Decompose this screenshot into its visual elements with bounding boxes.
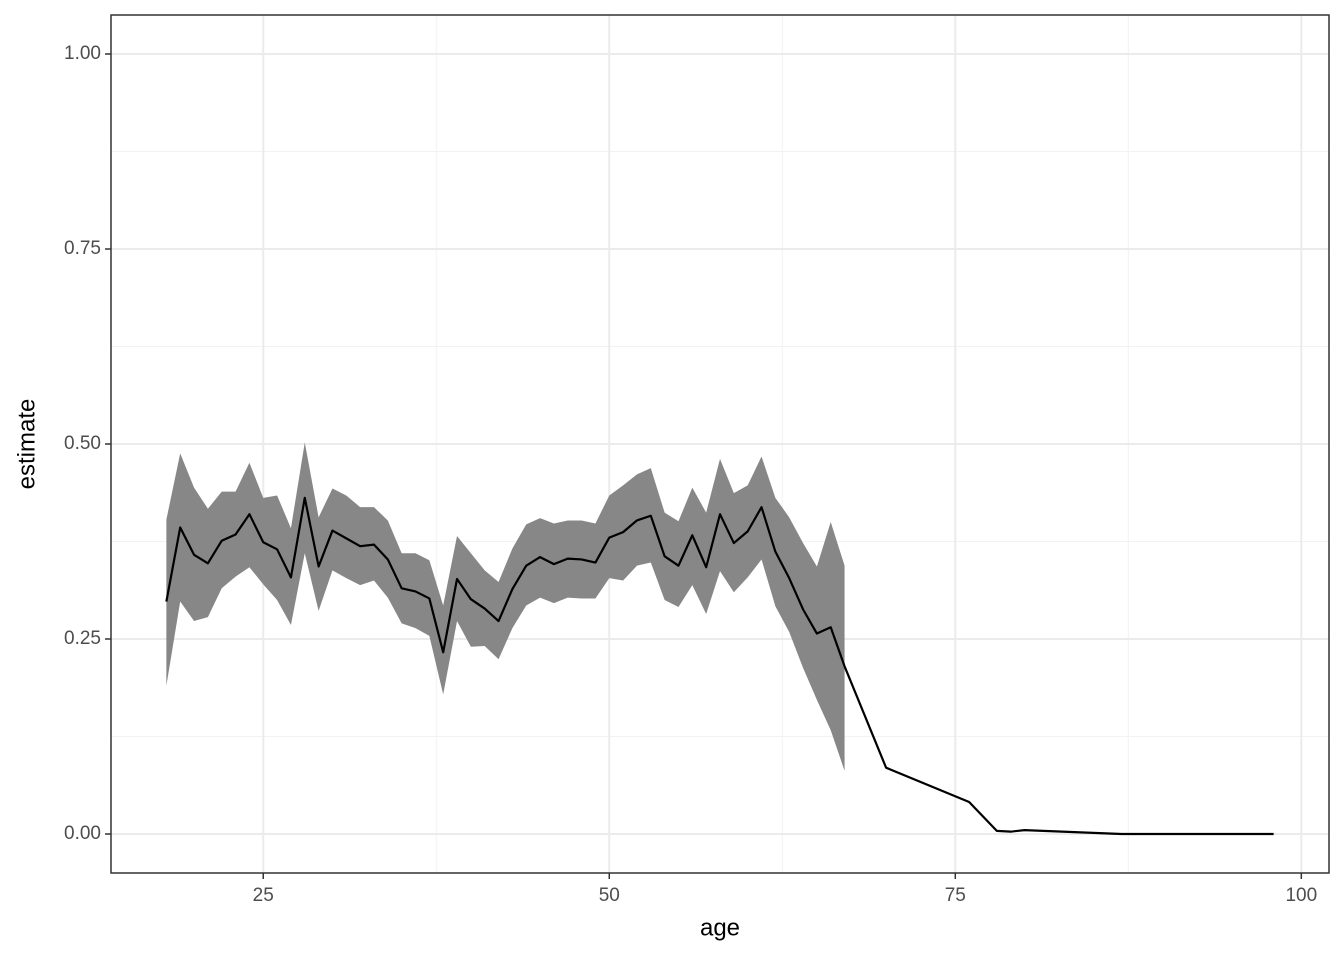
y-axis-title: estimate: [13, 399, 40, 490]
x-tick-label: 100: [1285, 885, 1317, 906]
y-tick-label: 1.00: [64, 43, 101, 64]
y-tick-label: 0.00: [64, 823, 101, 844]
x-tick-label: 75: [945, 885, 966, 906]
x-tick-label: 25: [253, 885, 274, 906]
x-tick-label: 50: [599, 885, 620, 906]
y-tick-label: 0.50: [64, 433, 101, 454]
panel-border: [110, 14, 1330, 874]
y-tick-label: 0.25: [64, 628, 101, 649]
x-axis-title: age: [700, 914, 740, 941]
estimate-line: [165, 496, 1274, 836]
y-tick-label: 0.75: [64, 238, 101, 259]
